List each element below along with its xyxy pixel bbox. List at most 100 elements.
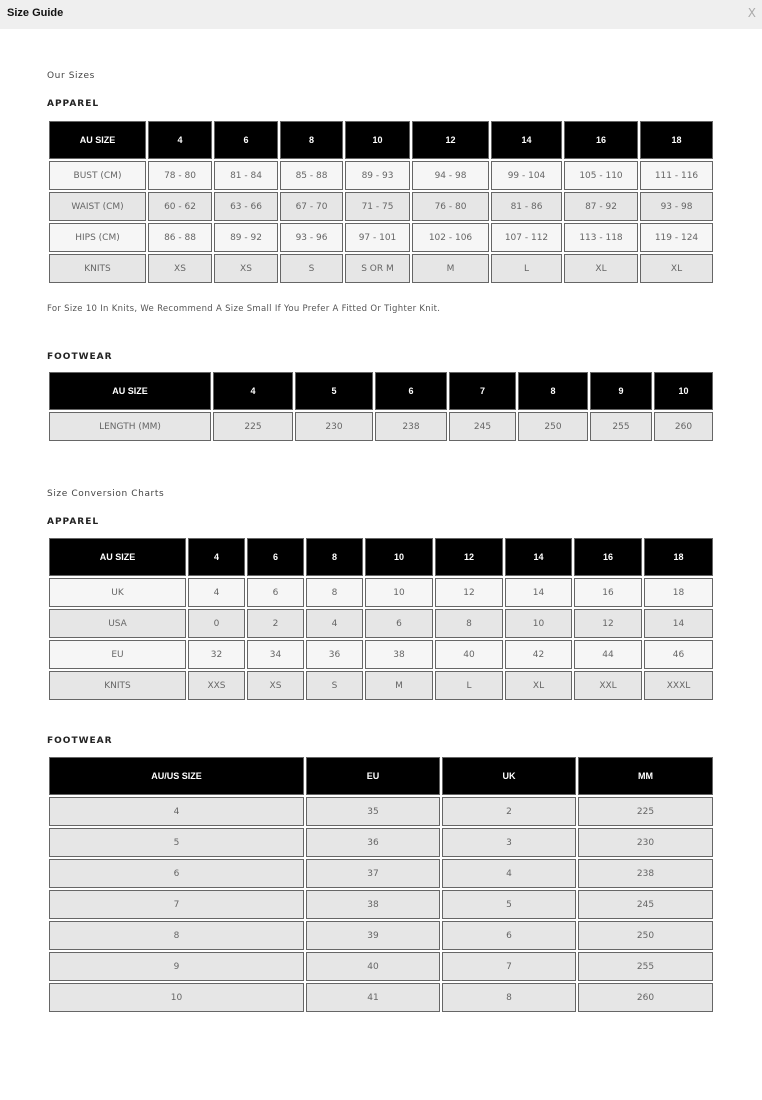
table-cell: 260 bbox=[578, 983, 713, 1012]
table-cell: 7 bbox=[442, 952, 576, 981]
table-cell: XS bbox=[148, 254, 212, 283]
table-cell: 3 bbox=[442, 828, 576, 857]
table-cell: XL bbox=[564, 254, 638, 283]
table-cell: 255 bbox=[590, 412, 652, 441]
column-header: 5 bbox=[295, 372, 373, 410]
table-cell: L bbox=[491, 254, 562, 283]
header-row: AU SIZE 4 6 8 10 12 14 16 18 bbox=[49, 121, 713, 159]
table-cell: 105 - 110 bbox=[564, 161, 638, 190]
table-row: USA 0 2 4 6 8 10 12 14 bbox=[49, 609, 713, 638]
column-header: 7 bbox=[449, 372, 516, 410]
column-header: AU/US SIZE bbox=[49, 757, 304, 795]
table-cell: 94 - 98 bbox=[412, 161, 489, 190]
header-row: AU SIZE 4 6 8 10 12 14 16 18 bbox=[49, 538, 713, 576]
table-cell: 81 - 86 bbox=[491, 192, 562, 221]
modal-title: Size Guide bbox=[7, 7, 64, 19]
table-cell: 32 bbox=[188, 640, 245, 669]
column-header: 4 bbox=[188, 538, 245, 576]
table-cell: XL bbox=[640, 254, 713, 283]
table-cell: 81 - 84 bbox=[214, 161, 278, 190]
table-cell: 111 - 116 bbox=[640, 161, 713, 190]
column-header: 10 bbox=[365, 538, 433, 576]
table-cell: 4 bbox=[442, 859, 576, 888]
column-header: MM bbox=[578, 757, 713, 795]
table-cell: 8 bbox=[306, 578, 363, 607]
column-header: 8 bbox=[518, 372, 588, 410]
modal-header: Size Guide X bbox=[0, 0, 762, 29]
row-label: HIPS (CM) bbox=[49, 223, 146, 252]
table-cell: 76 - 80 bbox=[412, 192, 489, 221]
table-cell: 238 bbox=[578, 859, 713, 888]
table-cell: 4 bbox=[306, 609, 363, 638]
table-cell: S bbox=[306, 671, 363, 700]
table-cell: 260 bbox=[654, 412, 713, 441]
table-cell: 36 bbox=[306, 828, 440, 857]
table-row: KNITS XXS XS S M L XL XXL XXXL bbox=[49, 671, 713, 700]
table-cell: 14 bbox=[505, 578, 572, 607]
table-cell: 255 bbox=[578, 952, 713, 981]
row-label: 8 bbox=[49, 921, 304, 950]
table-cell: 4 bbox=[188, 578, 245, 607]
column-header: 14 bbox=[505, 538, 572, 576]
table-cell: S OR M bbox=[345, 254, 410, 283]
row-label: EU bbox=[49, 640, 186, 669]
row-label: 5 bbox=[49, 828, 304, 857]
table-cell: 102 - 106 bbox=[412, 223, 489, 252]
table-cell: 6 bbox=[442, 921, 576, 950]
table-row: UK 4 6 8 10 12 14 16 18 bbox=[49, 578, 713, 607]
column-header: 8 bbox=[280, 121, 343, 159]
apparel-heading: APPAREL bbox=[47, 99, 100, 109]
column-header: 18 bbox=[644, 538, 713, 576]
column-header: 8 bbox=[306, 538, 363, 576]
table-cell: 85 - 88 bbox=[280, 161, 343, 190]
table-cell: XS bbox=[214, 254, 278, 283]
table-cell: 14 bbox=[644, 609, 713, 638]
table-cell: 67 - 70 bbox=[280, 192, 343, 221]
conversion-heading: Size Conversion Charts bbox=[47, 489, 165, 499]
table-cell: L bbox=[435, 671, 503, 700]
table-row: WAIST (CM) 60 - 62 63 - 66 67 - 70 71 - 75 76… bbox=[49, 192, 713, 221]
table-cell: 10 bbox=[505, 609, 572, 638]
table-cell: 71 - 75 bbox=[345, 192, 410, 221]
column-header: AU SIZE bbox=[49, 121, 146, 159]
table-cell: 225 bbox=[213, 412, 293, 441]
table-cell: 2 bbox=[442, 797, 576, 826]
table-cell: 40 bbox=[306, 952, 440, 981]
table-cell: 87 - 92 bbox=[564, 192, 638, 221]
table-cell: 97 - 101 bbox=[345, 223, 410, 252]
column-header: 6 bbox=[247, 538, 304, 576]
row-label: 4 bbox=[49, 797, 304, 826]
row-label: WAIST (CM) bbox=[49, 192, 146, 221]
header-row: AU SIZE 4 5 6 7 8 9 10 bbox=[49, 372, 713, 410]
table-cell: 99 - 104 bbox=[491, 161, 562, 190]
row-label: UK bbox=[49, 578, 186, 607]
table-cell: 89 - 93 bbox=[345, 161, 410, 190]
table-cell: 38 bbox=[306, 890, 440, 919]
table-cell: 107 - 112 bbox=[491, 223, 562, 252]
column-header: 9 bbox=[590, 372, 652, 410]
column-header: EU bbox=[306, 757, 440, 795]
our-sizes-heading: Our Sizes bbox=[47, 71, 95, 81]
table-cell: 41 bbox=[306, 983, 440, 1012]
table-cell: M bbox=[365, 671, 433, 700]
table-row: 10 41 8 260 bbox=[49, 983, 713, 1012]
table-cell: 10 bbox=[365, 578, 433, 607]
close-button[interactable]: X bbox=[747, 6, 756, 20]
column-header: 4 bbox=[148, 121, 212, 159]
column-header: 14 bbox=[491, 121, 562, 159]
table-cell: XXL bbox=[574, 671, 642, 700]
column-header: 6 bbox=[214, 121, 278, 159]
table-cell: 93 - 96 bbox=[280, 223, 343, 252]
table-cell: 44 bbox=[574, 640, 642, 669]
table-cell: 36 bbox=[306, 640, 363, 669]
column-header: AU SIZE bbox=[49, 372, 211, 410]
table-cell: 37 bbox=[306, 859, 440, 888]
conversion-apparel-heading: APPAREL bbox=[47, 517, 100, 527]
table-cell: 8 bbox=[442, 983, 576, 1012]
table-cell: 38 bbox=[365, 640, 433, 669]
table-cell: XL bbox=[505, 671, 572, 700]
table-cell: 39 bbox=[306, 921, 440, 950]
table-cell: 63 - 66 bbox=[214, 192, 278, 221]
table-cell: 89 - 92 bbox=[214, 223, 278, 252]
table-cell: 238 bbox=[375, 412, 447, 441]
